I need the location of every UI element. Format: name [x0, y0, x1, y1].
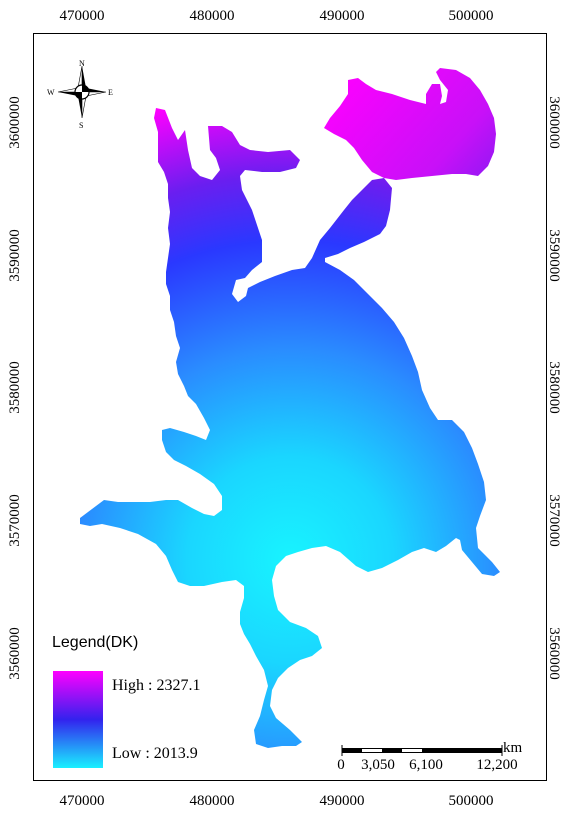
- scale-label: 3,050: [361, 757, 395, 773]
- north-arrow-icon: [57, 65, 107, 119]
- x-tick-top: 500000: [448, 8, 494, 24]
- legend-color-bar: [53, 671, 103, 768]
- x-tick-bottom: 470000: [59, 793, 105, 809]
- scale-label: 6,100: [409, 757, 443, 773]
- legend-high-label: High : 2327.1: [112, 677, 201, 694]
- scale-bar: [341, 745, 503, 756]
- compass-south-label: S: [79, 121, 84, 130]
- legend-title: Legend(DK): [52, 634, 139, 651]
- x-tick-top: 480000: [189, 8, 235, 24]
- x-tick-bottom: 490000: [319, 793, 365, 809]
- x-tick-bottom: 480000: [189, 793, 235, 809]
- compass-west-label: W: [47, 88, 55, 97]
- legend-low-label: Low : 2013.9: [112, 745, 198, 762]
- scale-label: 12,200: [476, 757, 518, 773]
- study-area-northeast-lobe: [324, 68, 496, 180]
- compass-east-label: E: [108, 88, 113, 97]
- x-tick-top: 470000: [59, 8, 105, 24]
- scale-label: 0: [337, 757, 345, 773]
- x-tick-top: 490000: [319, 8, 365, 24]
- study-area-polygon: [80, 108, 500, 748]
- map-frame: [33, 33, 547, 781]
- scale-unit-label: km: [503, 740, 523, 756]
- x-tick-bottom: 500000: [448, 793, 494, 809]
- compass-north-label: N: [79, 59, 85, 68]
